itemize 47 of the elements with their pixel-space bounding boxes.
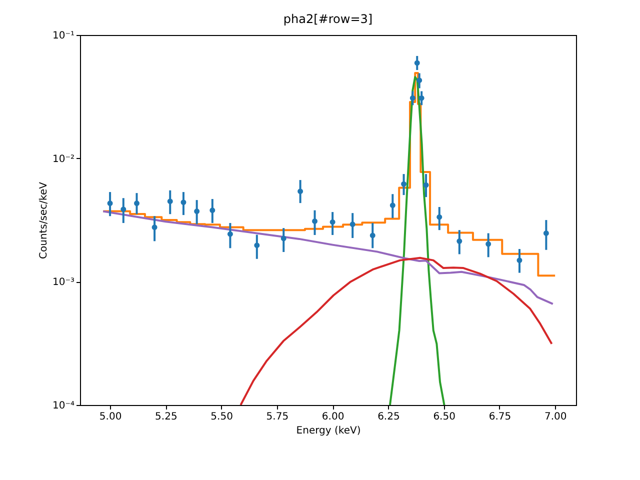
x-tick-label: 6.00 <box>322 412 344 422</box>
point <box>330 219 336 225</box>
point <box>152 224 158 230</box>
point <box>401 181 407 187</box>
y-tick-label: 10⁻¹ <box>52 30 74 42</box>
point <box>167 198 173 204</box>
point <box>390 202 396 208</box>
line-series <box>240 256 553 405</box>
x-tick-label: 6.25 <box>378 412 400 422</box>
x-tick-label: 5.25 <box>155 412 178 422</box>
x-tick-label: 5.00 <box>99 412 122 422</box>
y-tick-label: 10⁻⁴ <box>52 400 74 412</box>
y-tick-label: 10⁻² <box>52 154 74 165</box>
point <box>418 95 424 101</box>
point <box>280 236 286 242</box>
point <box>410 95 416 101</box>
point <box>423 182 429 188</box>
x-tick-label: 5.50 <box>210 412 233 422</box>
point <box>120 206 126 212</box>
x-tick-label: 6.75 <box>488 412 512 422</box>
point <box>134 200 140 206</box>
point <box>350 222 356 228</box>
point <box>436 214 442 220</box>
line-series <box>102 210 554 305</box>
point <box>312 218 318 224</box>
y-tick-label: 10⁻³ <box>52 277 74 288</box>
y-axis-title: Counts/sec/keV <box>38 182 50 259</box>
x-tick-label: 5.75 <box>266 412 289 422</box>
point <box>210 208 216 214</box>
point <box>543 230 549 236</box>
point <box>516 258 522 264</box>
point <box>107 200 113 206</box>
point <box>486 241 492 247</box>
point <box>194 208 200 214</box>
point <box>227 231 233 237</box>
chart-title: pha2[#row=3] <box>283 12 373 26</box>
point <box>416 78 422 84</box>
point <box>254 242 260 248</box>
x-tick-label: 6.50 <box>433 412 456 422</box>
line-series <box>388 76 446 405</box>
x-tick-label: 7.00 <box>544 412 567 422</box>
point <box>180 200 186 206</box>
point <box>456 238 462 244</box>
point <box>370 232 376 238</box>
point <box>298 188 304 194</box>
point <box>414 60 420 66</box>
x-axis-title: Energy (keV) <box>296 426 361 436</box>
